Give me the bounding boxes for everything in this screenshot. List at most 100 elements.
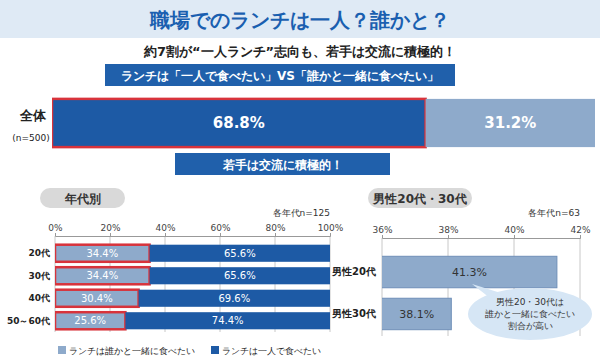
legend-label: ランチは誰かと一緒に食べたい xyxy=(69,346,195,356)
y-axis: 全体 xyxy=(19,108,52,123)
banner-text: 若手は交流に積極的！ xyxy=(222,158,343,172)
tick-label: 40% xyxy=(155,223,175,233)
tick: 40代 xyxy=(28,293,55,303)
tick-label: 80% xyxy=(265,223,285,233)
tick-label: 40代 xyxy=(28,293,50,303)
infographic: 職場でのランチは一人？誰かと？ 約7割が“一人ランチ”志向も、若手は交流に積極的！… xyxy=(0,0,600,362)
tick: 100% xyxy=(318,223,344,236)
bar xyxy=(150,267,330,284)
tick-label: 20代 xyxy=(28,248,50,258)
data-label: 41.3% xyxy=(452,266,487,279)
bar xyxy=(55,267,150,284)
tick-mark xyxy=(55,233,56,236)
legend-swatch xyxy=(211,346,219,354)
data-labels: 34.4%34.4%30.4%25.6%65.6%65.6%69.6%74.4% xyxy=(74,248,255,327)
data-labels: 68.8% 31.2% xyxy=(213,114,537,132)
tick: 40% xyxy=(155,223,175,236)
tick: 50～60代 xyxy=(7,316,55,326)
data-label: 31.2% xyxy=(484,114,536,132)
banner-box xyxy=(175,153,390,175)
bar xyxy=(139,290,330,307)
tick: 60% xyxy=(210,223,230,236)
bar xyxy=(382,256,557,287)
title: 職場でのランチは一人？誰かと？ xyxy=(149,8,450,32)
tick-mark xyxy=(220,233,221,236)
tick: 80% xyxy=(265,223,285,236)
subtitle: 約7割が“一人ランチ”志向も、若手は交流に積極的！ xyxy=(143,44,456,59)
tick: 40% xyxy=(504,225,524,238)
bars xyxy=(52,99,595,147)
annotation-line: 割合が高い xyxy=(508,321,553,331)
legend: ランチは誰かと一緒に食べたい ランチは一人で食べたい xyxy=(58,346,321,356)
data-label: 68.8% xyxy=(213,114,265,132)
tick-label: 20% xyxy=(100,223,120,233)
tick: 20代 xyxy=(28,248,55,258)
bar xyxy=(55,290,139,307)
tick-label: 男性20代 xyxy=(331,266,376,277)
title-band xyxy=(0,0,600,38)
tick-label: 36% xyxy=(372,225,392,235)
chart-2: 男性20代・30代各年代n=63 41.3% 38.1% 36% 38% 40% 42% 男性… xyxy=(0,188,592,340)
tick: 36% xyxy=(372,225,392,238)
tick: 男性30代 xyxy=(331,308,382,319)
annotation: 男性20・30代は誰かと一緒に食べたい割合が高い xyxy=(485,297,575,331)
chart-title-box xyxy=(40,188,125,208)
tick-label: 30代 xyxy=(28,271,50,281)
tick-label: 40% xyxy=(504,225,524,235)
chart-title: 年代別 xyxy=(64,192,101,206)
tick-label: 38% xyxy=(438,225,458,235)
tick: 全体 xyxy=(19,108,52,123)
legend-label: ランチは一人で食べたい xyxy=(222,346,321,356)
tick-mark xyxy=(448,235,449,238)
tick-mark xyxy=(330,233,331,236)
data-label: 30.4% xyxy=(81,293,113,304)
tick-label: 42% xyxy=(570,225,590,235)
tick-mark xyxy=(580,235,581,238)
annotation-line: 誰かと一緒に食べたい xyxy=(485,309,575,319)
data-label: 69.6% xyxy=(218,293,250,304)
data-label: 38.1% xyxy=(399,308,434,321)
tick-label: 0% xyxy=(48,223,63,233)
bar xyxy=(55,312,125,329)
tick-label: 60% xyxy=(210,223,230,233)
tick-mark xyxy=(110,233,111,236)
bar xyxy=(125,312,330,329)
page: 職場でのランチは一人？誰かと？ 約7割が“一人ランチ”志向も、若手は交流に積極的！… xyxy=(0,0,600,362)
tick-mark xyxy=(275,233,276,236)
callout xyxy=(468,288,592,340)
chart-0: ランチは「一人で食べたい」VS「誰かと一緒に食べたい」 68.8% 31.2% 全体 (… xyxy=(12,64,595,147)
tick-label: 50～60代 xyxy=(7,316,50,326)
data-label: 25.6% xyxy=(74,315,106,326)
chart-1: 年代別各年代n=12534.4%34.4%30.4%25.6%65.6%65.6… xyxy=(7,188,344,356)
bar xyxy=(150,245,330,262)
chart-subtitle: 各年代n=125 xyxy=(273,208,330,218)
chart-subtitle: 各年代n=63 xyxy=(528,208,580,218)
x-axis: 36% 38% 40% 42% xyxy=(372,225,590,239)
annotation-line: 男性20・30代は xyxy=(496,297,564,307)
tick: 男性20代 xyxy=(331,266,382,277)
annotation: (n=500) xyxy=(12,133,49,143)
tick-label: 男性30代 xyxy=(331,308,376,319)
chart-title: ランチは「一人で食べたい」VS「誰かと一緒に食べたい」 xyxy=(121,69,439,83)
bar xyxy=(382,298,451,329)
axis-line xyxy=(383,235,581,239)
y-axis: 20代 30代 40代 50～60代 xyxy=(7,248,55,326)
tick-mark xyxy=(514,235,515,238)
chart-title: 男性20代・30代 xyxy=(372,192,466,206)
bar xyxy=(426,99,595,147)
data-label: 65.6% xyxy=(224,270,256,281)
data-label: 65.6% xyxy=(224,248,256,259)
tick-label: 全体 xyxy=(19,108,47,123)
tick: 0% xyxy=(48,223,63,236)
data-label: 74.4% xyxy=(212,315,244,326)
background xyxy=(0,0,600,362)
axis-line xyxy=(56,233,331,237)
bars xyxy=(55,245,330,330)
chart-title-box xyxy=(368,188,472,208)
chart-title-box xyxy=(105,64,455,86)
bar xyxy=(52,99,426,147)
tick-label: 100% xyxy=(318,223,344,233)
y-axis: 男性20代男性30代 xyxy=(331,266,382,319)
grid xyxy=(55,236,330,332)
tick-mark xyxy=(382,235,383,238)
